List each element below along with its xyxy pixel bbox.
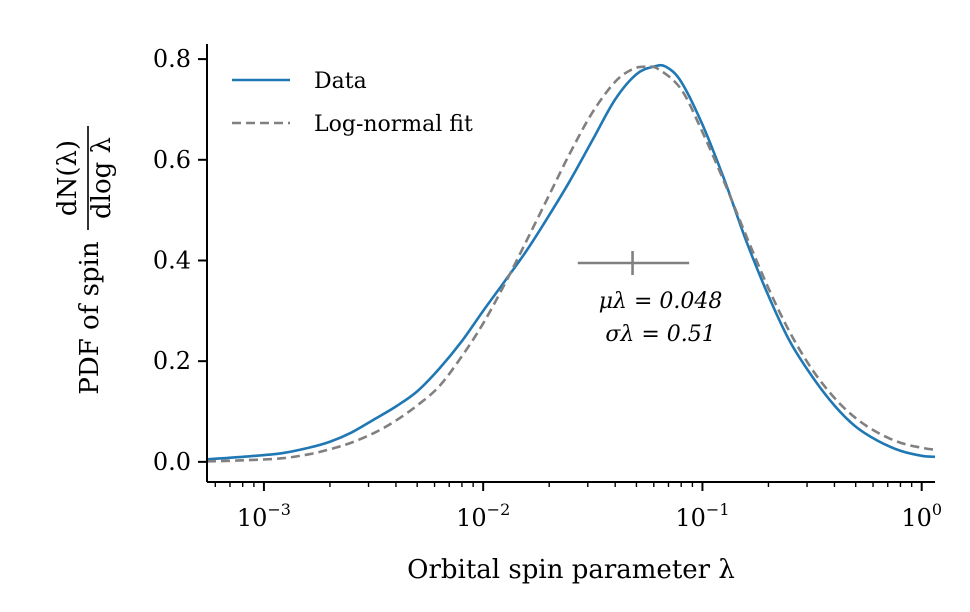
y-tick-label: 0.8 — [153, 45, 191, 73]
sigma-annotation: σλ = 0.51 — [605, 322, 715, 347]
y-tick-label: 0.4 — [153, 246, 191, 274]
x-tick-label: 10−3 — [237, 500, 291, 532]
annotation: μλ = 0.048 σλ = 0.51 — [577, 251, 723, 347]
series-layer — [206, 63, 936, 463]
ticks: 0.0 0.2 0.4 0.6 0.8 10−3 10−2 10−1 100 — [153, 45, 942, 532]
x-tick-label: 100 — [901, 500, 942, 532]
x-tick-label: 10−1 — [675, 500, 729, 532]
y-axis-label: PDF of spin dN(λ) dlog λ — [53, 126, 117, 395]
y-tick-label: 0.6 — [153, 146, 191, 174]
legend-label-fit: Log-normal fit — [314, 112, 473, 137]
legend: Data Log-normal fit — [232, 69, 473, 137]
legend-label-data: Data — [314, 69, 367, 94]
data-series-line — [206, 63, 936, 461]
x-axis-label: Orbital spin parameter λ — [407, 555, 735, 585]
lognormal-fit-line — [206, 65, 936, 463]
axes — [206, 44, 935, 483]
y-axis-label-numerator: dN(λ) — [53, 140, 83, 216]
mu-annotation: μλ = 0.048 — [599, 289, 723, 314]
x-tick-label: 10−2 — [456, 500, 510, 532]
y-axis-label-prefix: PDF of spin — [75, 241, 105, 394]
y-tick-label: 0.0 — [153, 448, 191, 476]
y-axis-label-denominator: dlog λ — [87, 137, 117, 219]
y-tick-label: 0.2 — [153, 347, 191, 375]
